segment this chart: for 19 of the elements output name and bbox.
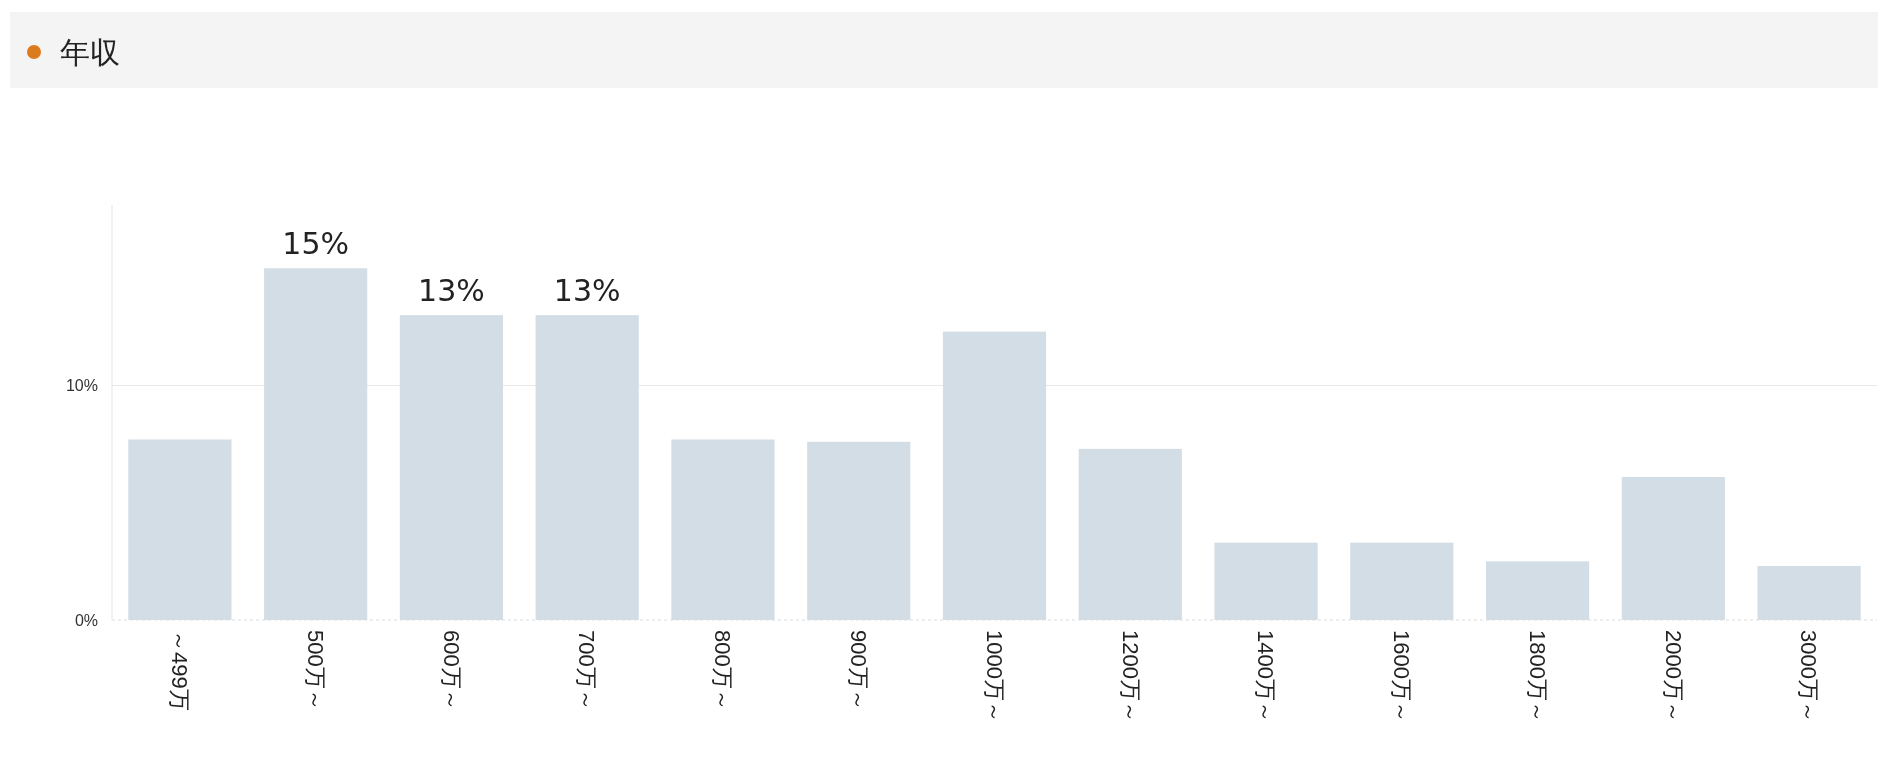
x-tick-label: 900万～: [846, 630, 872, 711]
x-tick-label: 800万～: [710, 630, 736, 711]
x-tick-label: 1200万～: [1117, 630, 1143, 723]
x-tick-label: 1800万～: [1524, 630, 1550, 723]
x-tick-label: 1600万～: [1389, 630, 1415, 723]
x-tick-label: 1000万～: [981, 630, 1007, 723]
data-label: 13%: [418, 273, 485, 309]
y-tick-label: 10%: [65, 377, 98, 395]
x-tick-label: 500万～: [302, 630, 328, 711]
x-tick-label: ～499万: [167, 630, 193, 711]
data-label: 15%: [282, 226, 349, 262]
x-tick-label: 600万～: [438, 630, 464, 711]
chart-title: 年収: [60, 35, 120, 70]
x-tick-label: 3000万～: [1796, 630, 1822, 723]
data-label: 13%: [553, 273, 621, 309]
y-tick-label: 0%: [74, 611, 98, 629]
x-tick-label: 1400万～: [1253, 630, 1279, 723]
x-tick-label: 700万～: [574, 630, 600, 711]
x-tick-label: 2000万～: [1660, 630, 1686, 723]
